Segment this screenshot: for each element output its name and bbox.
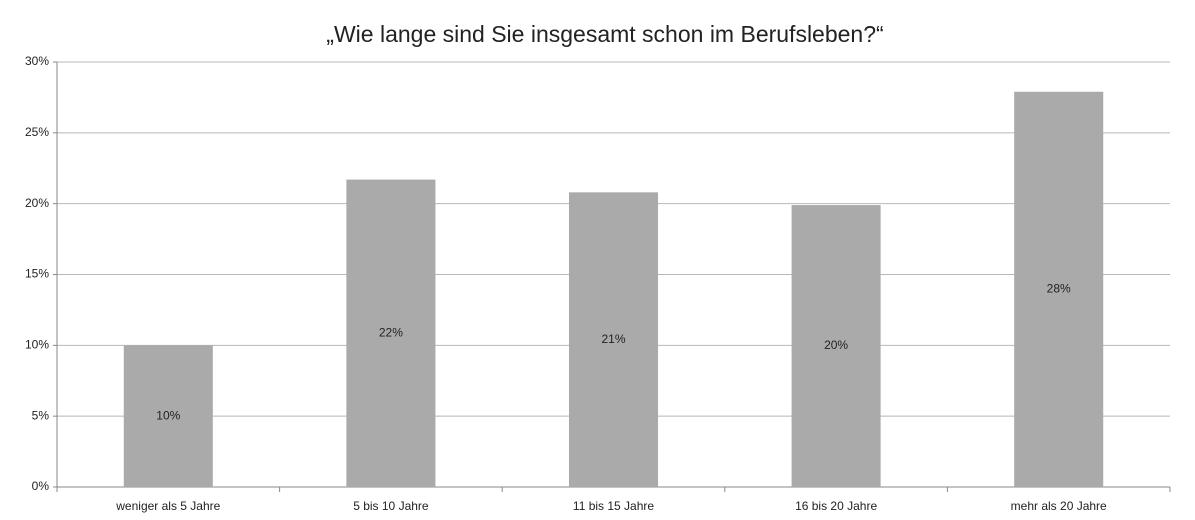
data-label: 20% — [824, 338, 848, 352]
bar — [123, 345, 213, 487]
x-tick-label: 11 bis 15 Jahre — [573, 499, 654, 513]
bar — [791, 205, 881, 488]
bar — [346, 179, 436, 488]
y-tick-label: 15% — [25, 267, 49, 281]
y-tick-label: 20% — [25, 196, 49, 210]
data-label: 28% — [1047, 282, 1071, 296]
bar — [1014, 91, 1104, 487]
data-label: 10% — [156, 408, 180, 422]
x-tick-label: 16 bis 20 Jahre — [795, 499, 877, 513]
y-tick-label: 10% — [25, 338, 49, 352]
data-label: 21% — [601, 332, 625, 346]
bar — [568, 192, 659, 488]
y-tick-label: 0% — [32, 479, 50, 493]
x-tick-label: mehr als 20 Jahre — [1011, 499, 1107, 513]
chart-title: „Wie lange sind Sie insgesamt schon im B… — [326, 21, 883, 47]
x-tick-label: weniger als 5 Jahre — [115, 499, 220, 513]
data-label: 22% — [379, 325, 403, 339]
y-tick-label: 5% — [32, 408, 50, 422]
x-tick-label: 5 bis 10 Jahre — [353, 499, 429, 513]
y-tick-label: 30% — [25, 54, 49, 68]
y-tick-label: 25% — [25, 125, 49, 139]
